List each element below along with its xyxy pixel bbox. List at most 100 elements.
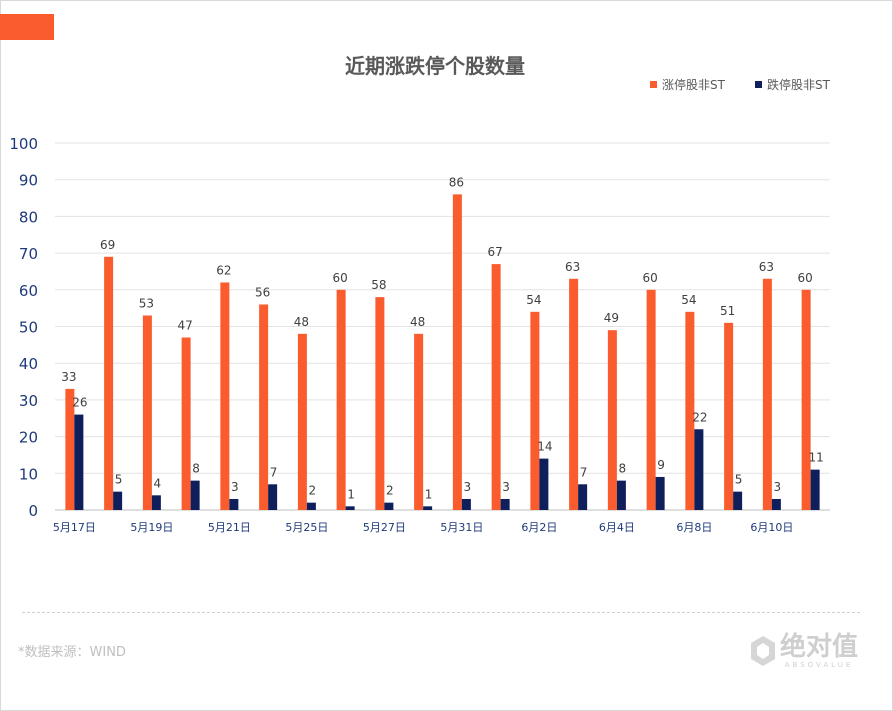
logo-subtext: ABSOVALUE	[784, 661, 854, 669]
bar-limit-up	[530, 311, 540, 510]
data-label-limit-down: 1	[347, 487, 355, 501]
bar-limit-up	[297, 333, 307, 510]
y-tick-label: 50	[19, 319, 38, 337]
x-tick-label: 5月31日	[440, 521, 483, 534]
y-tick-label: 90	[19, 172, 38, 190]
bar-limit-down	[268, 484, 278, 510]
bar-limit-up	[452, 194, 462, 510]
legend-item-limit-down: 跌停股非ST	[754, 76, 830, 93]
data-label-limit-down: 2	[309, 484, 317, 498]
data-label-limit-up: 63	[565, 260, 580, 274]
data-label-limit-down: 7	[270, 465, 278, 479]
data-label-limit-up: 47	[177, 319, 192, 333]
bar-limit-down	[151, 495, 161, 510]
bar-limit-down	[461, 498, 471, 510]
data-label-limit-up: 58	[371, 278, 386, 292]
y-tick-label: 60	[19, 282, 38, 300]
bar-limit-up	[181, 337, 191, 510]
data-label-limit-down: 8	[619, 462, 627, 476]
bar-limit-up	[414, 333, 424, 510]
bar-limit-up	[491, 264, 501, 510]
data-label-limit-down: 9	[657, 458, 665, 472]
bar-limit-down	[229, 498, 239, 510]
y-tick-label: 40	[19, 355, 38, 373]
bar-limit-up	[801, 289, 811, 510]
bar-limit-down	[655, 476, 665, 510]
data-label-limit-up: 56	[255, 285, 270, 299]
bar-limit-up	[724, 322, 734, 510]
data-label-limit-down: 3	[502, 480, 510, 494]
data-label-limit-down: 1	[425, 487, 433, 501]
data-label-limit-down: 3	[774, 480, 782, 494]
accent-bar	[0, 14, 54, 40]
brand-logo: 绝对值 ABSOVALUE	[750, 633, 858, 669]
data-source-note: *数据来源：WIND	[18, 645, 126, 660]
bar-limit-down	[771, 498, 781, 510]
legend-label-limit-up: 涨停股非ST	[662, 78, 725, 92]
x-tick-label: 5月25日	[285, 521, 328, 534]
bar-limit-down	[384, 502, 394, 510]
data-label-limit-down: 4	[154, 476, 162, 490]
bar-limit-up	[336, 289, 346, 510]
data-label-limit-up: 67	[487, 245, 502, 259]
data-label-limit-down: 2	[386, 484, 394, 498]
bar-limit-down	[733, 491, 743, 510]
bar-limit-down	[539, 458, 549, 510]
bar-limit-up	[685, 311, 695, 510]
data-label-limit-down: 11	[808, 451, 823, 465]
data-label-limit-up: 69	[100, 238, 115, 252]
y-tick-label: 20	[19, 429, 38, 447]
bar-limit-down	[578, 484, 588, 510]
bar-limit-down	[694, 429, 704, 510]
bar-limit-down	[500, 498, 510, 510]
bar-limit-down	[423, 506, 433, 510]
x-tick-label: 5月21日	[208, 521, 251, 534]
bar-limit-up	[646, 289, 656, 510]
bar-limit-up	[569, 278, 579, 510]
bar-limit-down	[113, 491, 123, 510]
data-label-limit-down: 22	[692, 410, 707, 424]
bar-limit-up	[762, 278, 772, 510]
data-label-limit-up: 54	[681, 293, 696, 307]
data-label-limit-down: 5	[115, 473, 123, 487]
data-label-limit-down: 8	[192, 462, 200, 476]
legend-item-limit-up: 涨停股非ST	[650, 76, 725, 93]
bar-limit-up	[142, 315, 152, 510]
bar-limit-down	[345, 506, 355, 510]
x-tick-label: 5月17日	[53, 521, 96, 534]
y-tick-label: 70	[19, 245, 38, 263]
bar-limit-up	[220, 282, 230, 510]
legend: 涨停股非ST 跌停股非ST	[650, 76, 830, 93]
data-label-limit-down: 3	[231, 480, 239, 494]
data-label-limit-up: 60	[797, 271, 812, 285]
data-label-limit-up: 33	[61, 370, 76, 384]
bar-limit-up	[65, 388, 75, 510]
x-tick-label: 6月4日	[599, 521, 635, 534]
data-label-limit-up: 51	[720, 304, 735, 318]
data-label-limit-up: 54	[526, 293, 541, 307]
data-label-limit-down: 3	[464, 480, 472, 494]
bar-limit-down	[190, 480, 200, 510]
y-tick-label: 80	[19, 208, 38, 226]
data-label-limit-up: 53	[139, 296, 154, 310]
x-tick-label: 5月27日	[363, 521, 406, 534]
data-label-limit-up: 86	[449, 175, 464, 189]
bar-limit-down	[306, 502, 316, 510]
legend-swatch-limit-down	[754, 81, 762, 88]
bar-limit-down	[616, 480, 626, 510]
chart-title: 近期涨跌停个股数量	[345, 54, 525, 78]
legend-swatch-limit-up	[650, 81, 657, 88]
data-label-limit-up: 60	[642, 271, 657, 285]
bar-limit-down	[810, 469, 820, 510]
data-label-limit-down: 14	[537, 440, 552, 454]
x-tick-label: 6月2日	[521, 521, 557, 534]
data-label-limit-up: 48	[410, 315, 425, 329]
data-label-limit-up: 62	[216, 263, 231, 277]
logo-text: 绝对值	[780, 632, 859, 662]
data-label-limit-up: 49	[604, 311, 619, 325]
y-tick-label: 10	[19, 465, 38, 483]
bar-limit-up	[607, 330, 617, 510]
x-tick-label: 6月8日	[676, 521, 712, 534]
logo-hexagon-icon	[751, 636, 775, 666]
